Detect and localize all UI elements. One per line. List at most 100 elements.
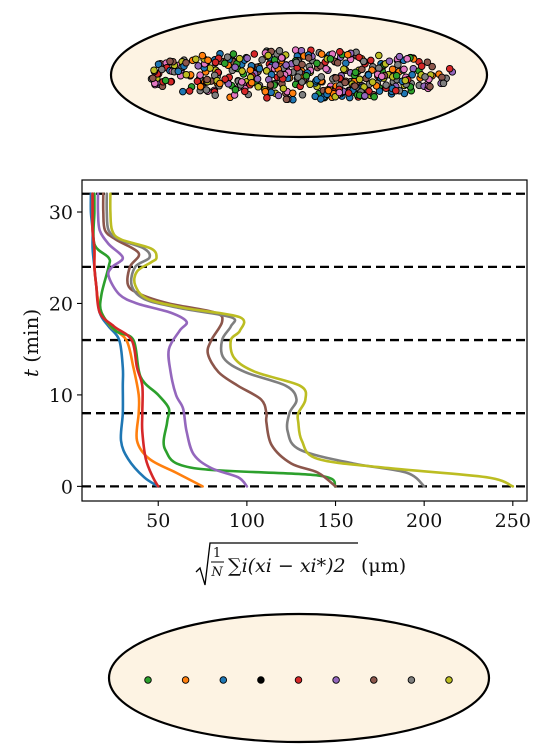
particle	[351, 68, 360, 77]
series-line	[108, 192, 515, 488]
particle	[361, 92, 369, 100]
series-lines	[89, 192, 515, 488]
particle	[344, 89, 353, 97]
bottom-dot	[407, 676, 416, 684]
series-line	[92, 192, 337, 488]
particle	[182, 70, 191, 79]
particle	[439, 79, 448, 88]
series-line	[96, 192, 249, 488]
particle	[298, 78, 306, 86]
particle	[271, 61, 280, 69]
bottom-dot	[219, 676, 228, 684]
particle	[264, 51, 272, 60]
particle	[161, 76, 170, 85]
particle	[306, 80, 314, 89]
y-axis-label: t (min)	[19, 309, 43, 377]
particle	[154, 60, 163, 69]
particle	[340, 65, 348, 73]
x-tick-label: 150	[317, 510, 353, 532]
x-axis-ticks: 50 100 150 200 250	[146, 501, 531, 532]
particle	[344, 50, 352, 59]
x-tick-label: 250	[495, 510, 531, 532]
particle	[370, 93, 378, 101]
particle	[221, 75, 229, 83]
y-tick-label: 10	[49, 385, 73, 407]
particle	[211, 91, 219, 99]
particle	[274, 91, 283, 100]
bottom-dot	[294, 676, 303, 684]
particle	[317, 73, 326, 81]
particle	[401, 76, 410, 85]
particle	[150, 66, 158, 74]
particle	[336, 48, 344, 56]
particle	[302, 72, 311, 80]
particle	[246, 66, 255, 74]
particle	[192, 55, 200, 63]
particle	[326, 55, 335, 63]
particle	[423, 58, 432, 66]
sqrt-radical-sign	[195, 542, 358, 586]
particle	[194, 62, 202, 70]
particle	[196, 71, 204, 79]
particle	[261, 87, 270, 96]
particle	[198, 51, 207, 60]
particle	[275, 47, 284, 55]
bottom-dot	[445, 676, 453, 684]
particle	[317, 50, 326, 58]
x-label-unit: (μm)	[361, 555, 406, 577]
particle	[395, 52, 404, 61]
particle	[324, 86, 333, 95]
particle	[253, 75, 262, 83]
particle	[378, 72, 386, 81]
particle	[179, 87, 187, 96]
particle	[421, 73, 429, 81]
particle	[263, 94, 271, 102]
particle	[174, 67, 183, 76]
particle	[400, 65, 408, 74]
particle	[351, 82, 359, 90]
bottom-dot	[332, 676, 340, 684]
particle	[204, 56, 212, 64]
particle	[254, 83, 262, 91]
particle	[392, 71, 401, 80]
particle	[289, 89, 297, 97]
particle	[304, 54, 313, 62]
particle	[277, 54, 286, 62]
particle	[368, 78, 377, 86]
particle	[231, 85, 240, 94]
particle	[223, 53, 232, 61]
particle	[266, 81, 275, 89]
bottom-dot	[370, 676, 378, 684]
x-label-frac-denominator: N	[210, 565, 223, 580]
particle	[313, 59, 321, 68]
particle	[322, 65, 330, 73]
particle	[166, 57, 174, 66]
particle	[262, 67, 271, 75]
y-axis-ticks: 0 10 20 30	[49, 202, 82, 498]
particle	[385, 57, 394, 65]
particle	[185, 87, 194, 95]
particle	[229, 50, 238, 58]
particle	[241, 87, 249, 96]
particle	[341, 78, 349, 87]
particle	[276, 70, 284, 78]
x-tick-label: 200	[406, 510, 442, 532]
particle	[221, 59, 229, 68]
series-line	[105, 192, 426, 488]
particle	[332, 74, 340, 82]
bottom-dot	[181, 676, 190, 684]
particle	[247, 78, 256, 87]
particle	[365, 87, 373, 95]
particle	[317, 95, 325, 103]
particle	[375, 51, 383, 60]
y-tick-label: 20	[49, 293, 73, 315]
particle	[298, 91, 307, 99]
particle	[335, 88, 344, 97]
particle	[243, 54, 251, 62]
particle	[382, 81, 390, 89]
particle	[359, 57, 368, 66]
series-line	[101, 192, 337, 488]
particle	[279, 84, 288, 93]
particle	[364, 71, 373, 79]
